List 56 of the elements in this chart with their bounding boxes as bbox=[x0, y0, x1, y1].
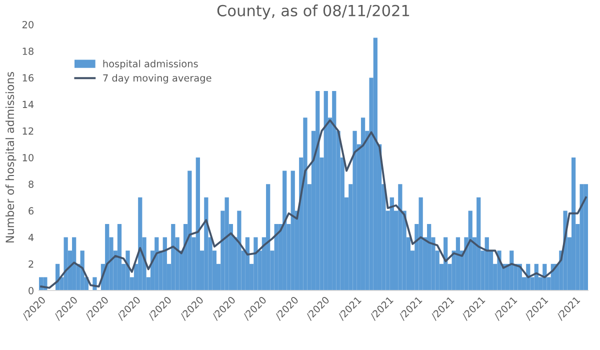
bar bbox=[126, 250, 130, 290]
y-tick-label: 20 bbox=[22, 20, 34, 28]
y-tick-label: 14 bbox=[22, 100, 34, 108]
bar bbox=[476, 197, 481, 290]
bar bbox=[580, 184, 584, 290]
bar bbox=[360, 118, 366, 290]
bar bbox=[352, 130, 357, 290]
bar bbox=[390, 197, 394, 290]
bar bbox=[316, 91, 320, 290]
bar bbox=[72, 237, 76, 290]
bar bbox=[154, 237, 159, 290]
bar bbox=[245, 237, 250, 290]
bar bbox=[484, 237, 489, 290]
bar bbox=[171, 224, 176, 290]
y-tick-label: 6 bbox=[28, 207, 34, 215]
bar bbox=[571, 158, 576, 290]
bar bbox=[584, 184, 588, 290]
bar bbox=[282, 170, 287, 290]
y-tick-label: 16 bbox=[22, 74, 34, 82]
bar bbox=[254, 237, 258, 290]
bar bbox=[510, 250, 514, 290]
bar bbox=[138, 197, 142, 290]
bar bbox=[188, 170, 192, 290]
bar bbox=[117, 224, 122, 290]
y-tick-label: 18 bbox=[22, 48, 34, 55]
legend-label: 7 day moving average bbox=[103, 74, 212, 84]
bar bbox=[162, 237, 167, 290]
bar bbox=[324, 91, 328, 290]
line-series bbox=[40, 119, 587, 289]
bar bbox=[237, 210, 242, 290]
bar bbox=[468, 210, 472, 290]
bar bbox=[105, 224, 110, 290]
bar bbox=[290, 170, 295, 290]
bar bbox=[266, 184, 270, 290]
bar bbox=[303, 118, 308, 290]
bar bbox=[64, 237, 68, 290]
bar bbox=[274, 224, 278, 290]
y-tick-label: 8 bbox=[28, 180, 34, 188]
y-tick-label: 10 bbox=[22, 154, 34, 162]
y-tick-label: 12 bbox=[22, 127, 34, 135]
bar bbox=[196, 158, 200, 290]
bar bbox=[398, 184, 402, 290]
chart-title: County, as of 08/11/2021 bbox=[217, 4, 410, 20]
y-axis-title: Number of hospital admissions bbox=[5, 72, 16, 242]
y-tick-label: 0 bbox=[28, 286, 34, 294]
y-tick-label: 2 bbox=[28, 260, 34, 268]
bar bbox=[332, 91, 336, 290]
bar bbox=[444, 237, 448, 290]
bar bbox=[373, 38, 378, 290]
bar bbox=[224, 197, 229, 290]
bar bbox=[427, 224, 432, 290]
bar bbox=[418, 197, 423, 290]
legend-label: hospital admissions bbox=[103, 60, 198, 70]
bar bbox=[456, 237, 460, 290]
bar bbox=[204, 197, 208, 290]
y-tick-label: 4 bbox=[28, 234, 34, 241]
